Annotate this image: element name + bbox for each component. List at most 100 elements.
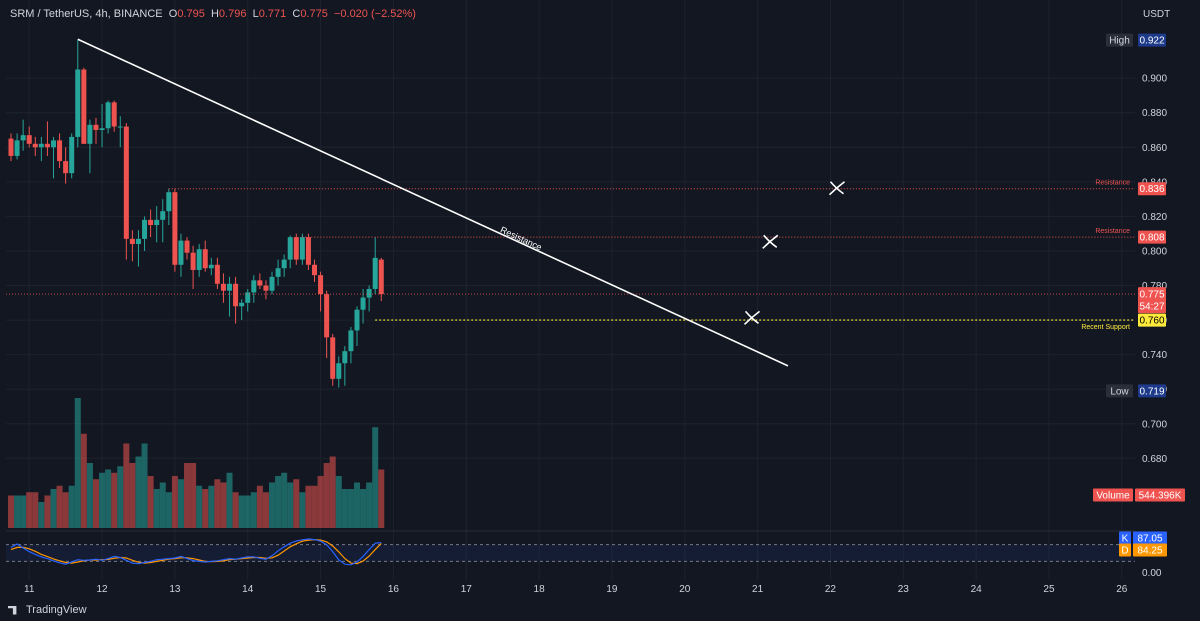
volume-badge-label-bg xyxy=(1093,488,1133,502)
time-tick-label: 14 xyxy=(242,584,254,595)
candle-body xyxy=(148,219,154,226)
candle-body xyxy=(378,259,384,295)
volume-bar xyxy=(153,489,160,528)
candle-body xyxy=(299,237,305,260)
volume-bar xyxy=(147,476,154,528)
symbol-title[interactable]: SRM / TetherUS, 4h, BINANCE xyxy=(10,8,163,20)
candle-body xyxy=(360,297,366,310)
high-label: H xyxy=(210,8,219,20)
time-tick-label: 26 xyxy=(1116,584,1128,595)
price-tick-label: 0.860 xyxy=(1142,143,1167,154)
candle-body xyxy=(172,192,178,265)
price-tick-label: 0.740 xyxy=(1142,350,1167,361)
stoch-tick-label: 0.00 xyxy=(1142,568,1162,579)
volume-bar xyxy=(220,482,227,528)
candle-body xyxy=(111,102,117,127)
volume-bar xyxy=(214,479,221,528)
volume-bar xyxy=(256,485,263,528)
volume-bar xyxy=(80,433,87,528)
support-label: Recent Support xyxy=(1081,324,1130,331)
volume-bar xyxy=(311,485,318,528)
resistance-2-price-badge: 0.808 xyxy=(1139,233,1164,244)
stoch-k-label-bg xyxy=(1119,531,1131,545)
low-badge-value-bg xyxy=(1138,384,1166,398)
volume-bar xyxy=(190,463,197,528)
price-tick-label: 0.820 xyxy=(1142,212,1167,223)
high-badge-label: High xyxy=(1109,36,1130,47)
time-tick-label: 11 xyxy=(24,584,35,595)
volume-bar xyxy=(329,456,336,528)
price-tick-label: 0.680 xyxy=(1142,454,1167,465)
candle-body xyxy=(233,283,239,307)
open-value: 0.795 xyxy=(177,8,205,20)
low-badge-label: Low xyxy=(1110,386,1129,397)
candle-body xyxy=(154,219,160,226)
candle-body xyxy=(220,283,226,291)
resistance-1-price-badge-bg xyxy=(1138,182,1166,196)
volume-bar xyxy=(92,479,99,528)
volume-bar xyxy=(44,495,51,528)
volume-bar xyxy=(353,482,360,528)
candle-body xyxy=(196,249,202,270)
volume-bar xyxy=(299,492,306,528)
low-label: L xyxy=(252,8,259,20)
candlesticks xyxy=(8,40,384,388)
trendline-drawings: Resistance xyxy=(77,38,846,367)
candle-body xyxy=(135,238,141,245)
resistance-1-price-badge: 0.836 xyxy=(1139,184,1164,195)
volume-bar xyxy=(74,398,81,528)
candle-body xyxy=(324,294,330,338)
time-tick-label: 13 xyxy=(169,584,181,595)
volume-bar xyxy=(287,482,294,528)
candle-body xyxy=(142,219,148,239)
volume-bar xyxy=(317,476,324,528)
candle-body xyxy=(214,264,220,284)
stoch-d-value-bg xyxy=(1133,543,1167,557)
time-tick-label: 25 xyxy=(1043,584,1055,595)
candle-body xyxy=(63,161,69,174)
candle-body xyxy=(366,288,372,298)
currency-label[interactable]: USDT xyxy=(1143,9,1171,20)
time-tick-label: 23 xyxy=(898,584,910,595)
candle-body xyxy=(227,283,233,291)
candle-body xyxy=(372,257,378,289)
candle-body xyxy=(81,69,87,144)
candle-body xyxy=(239,302,245,307)
candle-body xyxy=(117,126,123,128)
resistance-label: Resistance xyxy=(1095,180,1130,187)
volume-bar xyxy=(238,495,245,528)
volume-bar xyxy=(177,479,184,528)
tradingview-logo[interactable]: TradingView xyxy=(8,604,87,616)
candle-body xyxy=(269,276,275,291)
volume-bar xyxy=(323,463,330,528)
candle-body xyxy=(93,124,99,130)
price-tick-label: 0.800 xyxy=(1142,246,1167,257)
candle-body xyxy=(166,192,172,212)
change-value: −0.020 (−2.52%) xyxy=(333,8,416,20)
price-tick-label: 0.780 xyxy=(1142,281,1167,292)
volume-bar xyxy=(20,495,27,528)
volume-bar xyxy=(293,479,300,528)
volume-bar xyxy=(56,485,63,528)
candle-body xyxy=(251,280,257,293)
volume-bar xyxy=(378,469,385,528)
volume-bar xyxy=(111,472,118,528)
candle-body xyxy=(281,259,287,269)
high-badge-value: 0.922 xyxy=(1139,36,1164,47)
volume-bar xyxy=(360,489,367,528)
candle-body xyxy=(57,140,63,162)
candle-body xyxy=(14,140,20,156)
trendline-label: Resistance xyxy=(499,225,544,253)
resistance-2-price-badge-bg xyxy=(1138,230,1166,244)
volume-bar xyxy=(26,492,33,528)
candle-body xyxy=(105,102,111,129)
volume-bar xyxy=(68,485,75,528)
volume-bar xyxy=(135,456,142,528)
high-badge-value-bg xyxy=(1138,33,1166,47)
candle-body xyxy=(245,292,251,303)
candle-body xyxy=(348,330,354,352)
support-price-badge: 0.760 xyxy=(1139,316,1164,327)
candle-body xyxy=(129,238,135,245)
